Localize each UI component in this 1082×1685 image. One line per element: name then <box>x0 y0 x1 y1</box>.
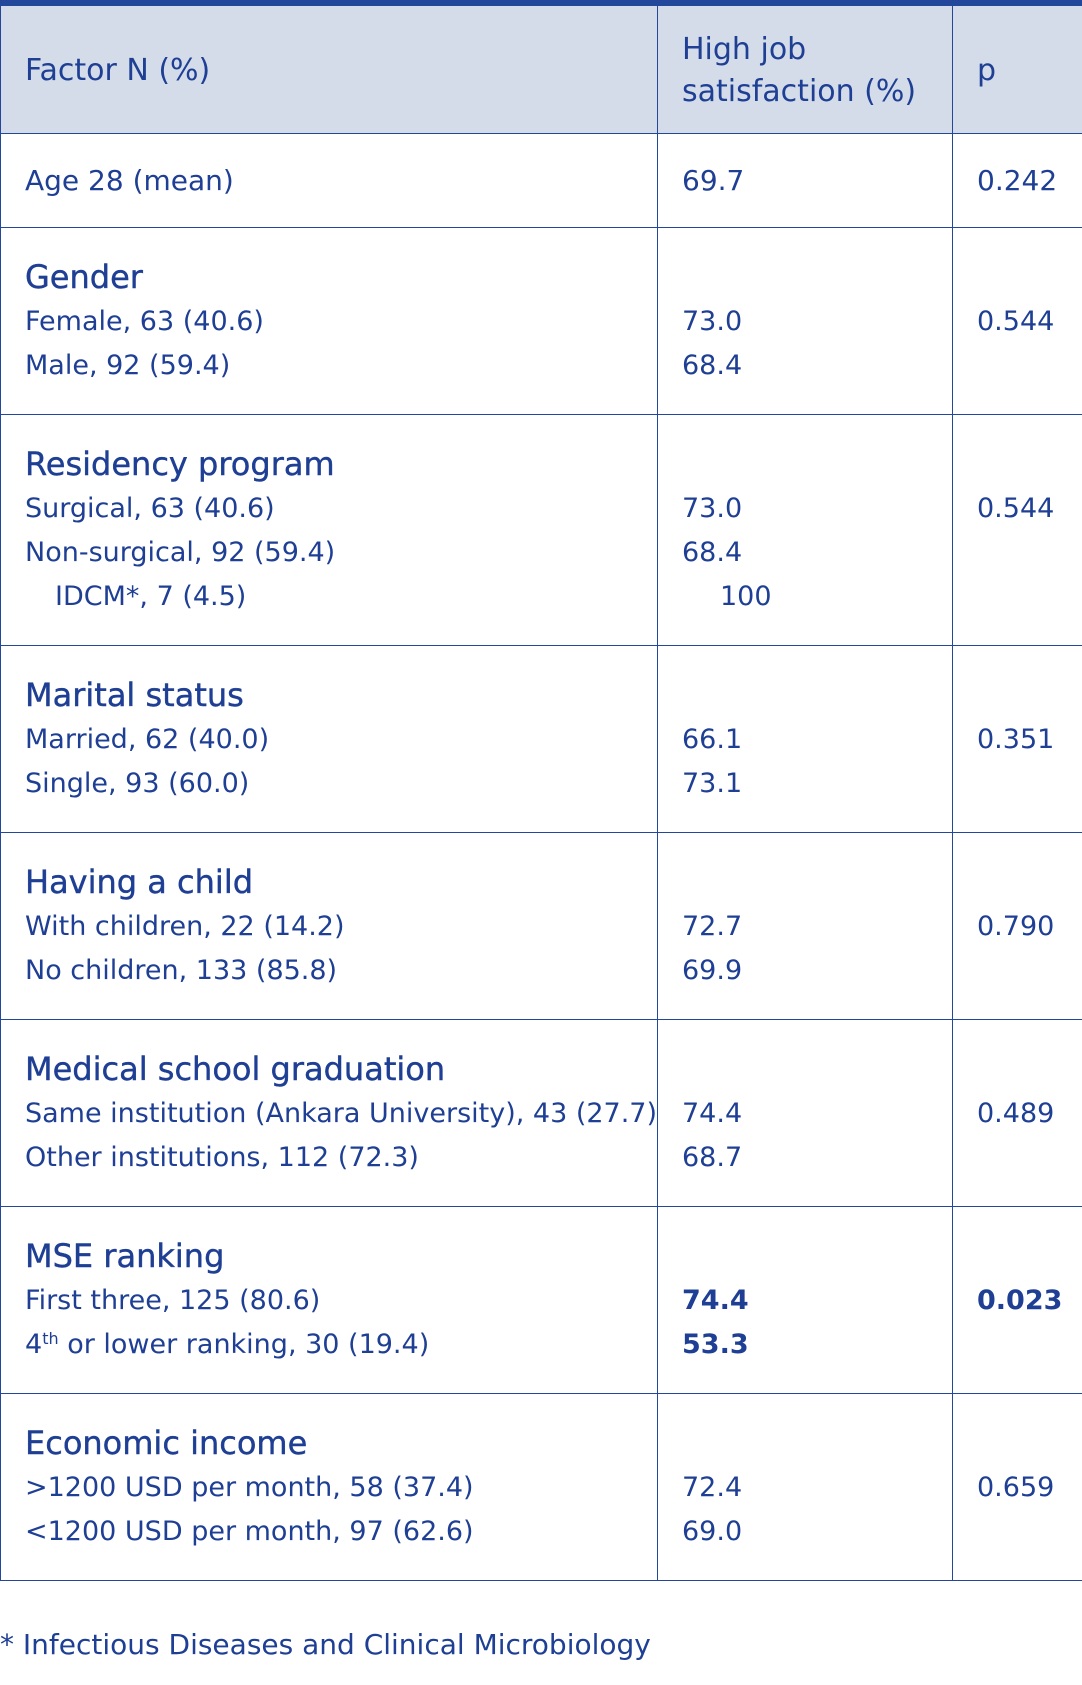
group-title: Marital status <box>25 675 244 714</box>
factor-cell: Economic income >1200 USD per month, 58 … <box>0 1393 658 1581</box>
age-p: 0.242 <box>952 133 1082 228</box>
p-cell: 0.544 <box>952 414 1082 646</box>
value-text: 69.0 <box>682 1515 743 1547</box>
ordinal-suffix: th <box>42 1328 59 1348</box>
job-satisfaction-table: Factor N (%) High job satisfaction (%) p… <box>0 0 1082 1581</box>
factor-label: First three, 125 (80.6) <box>25 1284 321 1316</box>
table-row-mse: MSE ranking First three, 125 (80.6) 4th … <box>0 1206 1082 1394</box>
p-cell: 0.489 <box>952 1019 1082 1207</box>
factor-label: Single, 93 (60.0) <box>25 767 250 799</box>
factor-label: <1200 USD per month, 97 (62.6) <box>25 1515 474 1547</box>
p-value: 0.351 <box>977 723 1055 755</box>
header-factor: Factor N (%) <box>0 3 658 134</box>
age-value: 69.7 <box>657 133 953 228</box>
p-value: 0.544 <box>977 305 1055 337</box>
p-value: 0.544 <box>977 492 1055 524</box>
value-text: 73.0 <box>682 305 743 337</box>
value-text: 53.3 <box>682 1328 749 1360</box>
factor-label: 4th or lower ranking, 30 (19.4) <box>25 1323 657 1367</box>
header-satisfaction-line1: High job <box>682 32 807 68</box>
p-value: 0.790 <box>977 910 1055 942</box>
header-satisfaction: High job satisfaction (%) <box>657 3 953 134</box>
p-cell: 0.351 <box>952 645 1082 833</box>
label-suffix: or lower ranking, 30 (19.4) <box>58 1328 430 1360</box>
factor-cell: Gender Female, 63 (40.6) Male, 92 (59.4) <box>0 227 658 415</box>
p-cell: 0.659 <box>952 1393 1082 1581</box>
factor-label: Married, 62 (40.0) <box>25 723 270 755</box>
value-cell: 73.0 68.4 100 <box>657 414 953 646</box>
table-row-age: Age 28 (mean) 69.7 0.242 <box>0 133 1082 228</box>
header-satisfaction-line2: satisfaction (%) <box>682 74 917 110</box>
factor-cell: MSE ranking First three, 125 (80.6) 4th … <box>0 1206 658 1394</box>
table-row-marital: Marital status Married, 62 (40.0) Single… <box>0 645 1082 833</box>
p-value: 0.659 <box>977 1471 1055 1503</box>
table-row-residency: Residency program Surgical, 63 (40.6) No… <box>0 414 1082 646</box>
factor-label: Other institutions, 112 (72.3) <box>25 1141 419 1173</box>
table-row-children: Having a child With children, 22 (14.2) … <box>0 832 1082 1020</box>
factor-label: With children, 22 (14.2) <box>25 910 345 942</box>
group-title: Economic income <box>25 1423 308 1462</box>
footnote: * Infectious Diseases and Clinical Micro… <box>0 1628 651 1661</box>
value-text: 69.9 <box>682 954 743 986</box>
table-body: Age 28 (mean) 69.7 0.242 Gender Female, … <box>0 133 1082 1581</box>
factor-cell: Marital status Married, 62 (40.0) Single… <box>0 645 658 833</box>
group-title: Medical school graduation <box>25 1049 446 1088</box>
value-text: 68.4 <box>682 536 743 568</box>
value-cell: 72.7 69.9 <box>657 832 953 1020</box>
factor-label: No children, 133 (85.8) <box>25 954 338 986</box>
p-value: 0.023 <box>977 1284 1063 1316</box>
value-text: 100 <box>720 580 772 612</box>
factor-label: IDCM*, 7 (4.5) <box>55 580 247 612</box>
p-value: 0.489 <box>977 1097 1055 1129</box>
table-row-income: Economic income >1200 USD per month, 58 … <box>0 1393 1082 1581</box>
group-title: MSE ranking <box>25 1236 225 1275</box>
value-text: 73.0 <box>682 492 743 524</box>
group-title: Having a child <box>25 862 254 901</box>
p-cell: 0.023 <box>952 1206 1082 1394</box>
group-title: Residency program <box>25 444 335 483</box>
header-row: Factor N (%) High job satisfaction (%) p <box>0 3 1082 134</box>
value-cell: 73.0 68.4 <box>657 227 953 415</box>
factor-label: Male, 92 (59.4) <box>25 349 231 381</box>
factor-label: Surgical, 63 (40.6) <box>25 492 275 524</box>
value-text: 68.4 <box>682 349 743 381</box>
p-cell: 0.790 <box>952 832 1082 1020</box>
value-text: 66.1 <box>682 723 743 755</box>
value-text: 68.7 <box>682 1141 743 1173</box>
factor-cell: Residency program Surgical, 63 (40.6) No… <box>0 414 658 646</box>
ordinal-number: 4 <box>25 1328 43 1360</box>
value-text: 72.4 <box>682 1471 743 1503</box>
table-row-gender: Gender Female, 63 (40.6) Male, 92 (59.4)… <box>0 227 1082 415</box>
value-cell: 72.4 69.0 <box>657 1393 953 1581</box>
factor-label: Non-surgical, 92 (59.4) <box>25 536 336 568</box>
factor-label: Female, 63 (40.6) <box>25 305 264 337</box>
factor-cell: Medical school graduation Same instituti… <box>0 1019 658 1207</box>
value-cell: 74.4 53.3 <box>657 1206 953 1394</box>
table-row-graduation: Medical school graduation Same instituti… <box>0 1019 1082 1207</box>
table-header: Factor N (%) High job satisfaction (%) p <box>0 3 1082 134</box>
value-text: 74.4 <box>682 1097 743 1129</box>
factor-label: Same institution (Ankara University), 43… <box>25 1097 658 1129</box>
value-text: 74.4 <box>682 1284 749 1316</box>
header-p: p <box>952 3 1082 134</box>
value-cell: 66.1 73.1 <box>657 645 953 833</box>
p-cell: 0.544 <box>952 227 1082 415</box>
value-text: 73.1 <box>682 767 743 799</box>
factor-label: >1200 USD per month, 58 (37.4) <box>25 1471 474 1503</box>
factor-cell: Having a child With children, 22 (14.2) … <box>0 832 658 1020</box>
age-label: Age 28 (mean) <box>0 133 658 228</box>
value-cell: 74.4 68.7 <box>657 1019 953 1207</box>
group-title: Gender <box>25 257 143 296</box>
value-text: 72.7 <box>682 910 743 942</box>
